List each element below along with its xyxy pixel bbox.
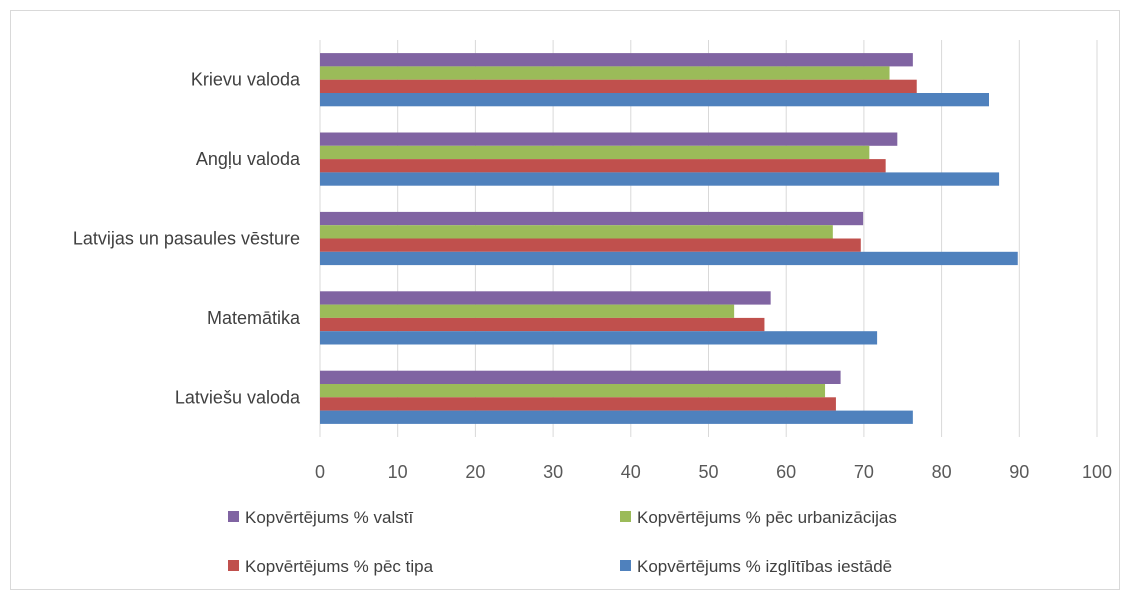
- x-tick-label: 10: [388, 462, 408, 482]
- legend-swatch: [620, 560, 631, 571]
- bar: [320, 304, 735, 318]
- legend-item: Kopvērtējums % valstī: [228, 508, 413, 527]
- legend-swatch: [228, 560, 239, 571]
- x-tick-label: 40: [621, 462, 641, 482]
- legend-swatch: [620, 511, 631, 522]
- legend-label: Kopvērtējums % valstī: [245, 508, 413, 527]
- x-tick-label: 90: [1009, 462, 1029, 482]
- bar: [320, 410, 913, 424]
- bar: [320, 172, 1000, 186]
- bar: [320, 225, 833, 239]
- x-tick-label: 20: [465, 462, 485, 482]
- legend-item: Kopvērtējums % izglītības iestādē: [620, 557, 892, 576]
- bar: [320, 79, 917, 93]
- bar: [320, 159, 886, 173]
- category-label: Krievu valoda: [191, 70, 301, 90]
- legend: Kopvērtējums % valstī Kopvērtējums % pēc …: [228, 508, 897, 576]
- bar: [320, 53, 913, 67]
- bar: [320, 370, 841, 384]
- category-label: Latviešu valoda: [175, 387, 301, 407]
- x-tick-label: 100: [1082, 462, 1112, 482]
- bar: [320, 251, 1018, 266]
- bar: [320, 238, 861, 252]
- x-tick-labels: 0 10 20 30 40 50 60 70 80 90 100: [315, 462, 1112, 482]
- x-tick-label: 30: [543, 462, 563, 482]
- x-tick-label: 0: [315, 462, 325, 482]
- bar: [320, 317, 765, 332]
- legend-swatch: [228, 511, 239, 522]
- legend-label: Kopvērtējums % pēc tipa: [245, 557, 434, 576]
- category-label: Angļu valoda: [196, 149, 301, 169]
- bar: [320, 397, 836, 411]
- legend-label: Kopvērtējums % pēc urbanizācijas: [637, 508, 897, 527]
- legend-item: Kopvērtējums % pēc urbanizācijas: [620, 508, 897, 527]
- bar: [320, 66, 890, 80]
- category-label: Matemātika: [207, 308, 301, 328]
- category-labels: Latviešu valoda Matemātika Latvijas un pas…: [73, 70, 301, 408]
- legend-item: Kopvērtējums % pēc tipa: [228, 557, 434, 576]
- x-tick-label: 60: [776, 462, 796, 482]
- x-tick-label: 50: [698, 462, 718, 482]
- bar: [320, 93, 989, 107]
- category-label: Latvijas un pasaules vēsture: [73, 229, 300, 249]
- x-tick-label: 80: [932, 462, 952, 482]
- bar: [320, 291, 771, 305]
- bar: [320, 211, 864, 226]
- bar: [320, 384, 826, 398]
- bar: [320, 331, 878, 345]
- bar: [320, 132, 898, 146]
- x-tick-label: 70: [854, 462, 874, 482]
- bars: [320, 53, 1018, 424]
- bar: [320, 145, 870, 160]
- legend-label: Kopvērtējums % izglītības iestādē: [637, 557, 892, 576]
